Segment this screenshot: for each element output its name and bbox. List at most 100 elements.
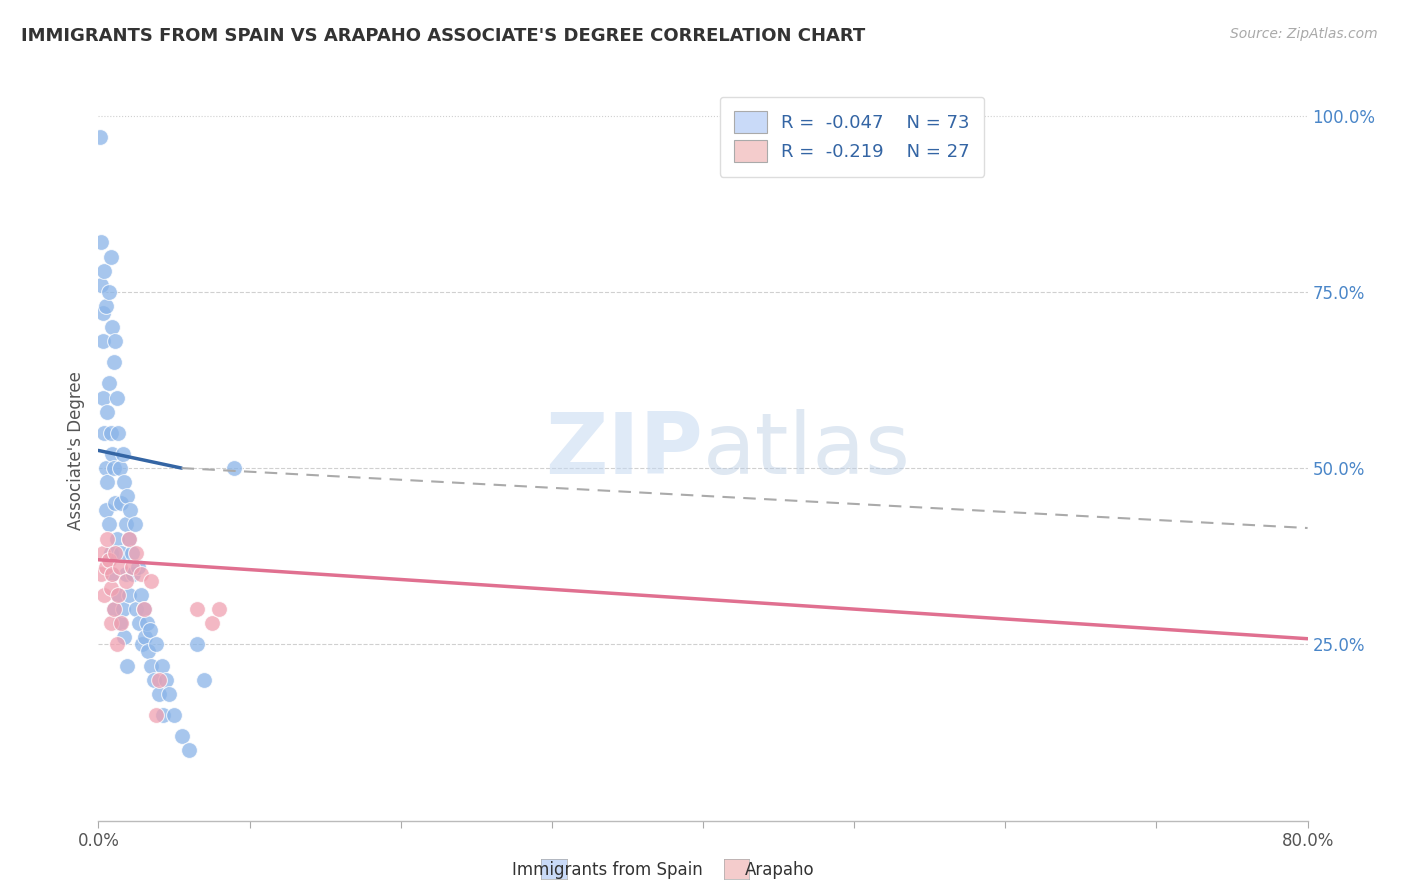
- Point: [93, 425, 115, 440]
- Point: [128, 616, 150, 631]
- Point: [108, 616, 131, 631]
- Point: [96, 475, 118, 490]
- Point: [108, 559, 131, 574]
- Point: [152, 707, 174, 722]
- Point: [90, 277, 112, 292]
- Point: [112, 630, 135, 644]
- Point: [208, 602, 231, 616]
- Point: [114, 566, 136, 581]
- Text: atlas: atlas: [703, 409, 911, 492]
- Point: [105, 532, 128, 546]
- Point: [94, 299, 117, 313]
- Point: [103, 355, 125, 369]
- Point: [100, 250, 122, 264]
- Point: [100, 616, 122, 631]
- Point: [121, 546, 143, 560]
- Point: [110, 496, 132, 510]
- Point: [101, 447, 124, 461]
- Point: [96, 405, 118, 419]
- Point: [101, 566, 124, 581]
- Point: [122, 566, 145, 581]
- Text: Arapaho: Arapaho: [745, 861, 815, 879]
- Point: [118, 532, 141, 546]
- Point: [108, 461, 131, 475]
- Point: [148, 673, 170, 687]
- Point: [90, 566, 112, 581]
- Point: [111, 447, 134, 461]
- Point: [201, 616, 224, 631]
- Point: [148, 687, 170, 701]
- Point: [107, 588, 129, 602]
- Point: [127, 559, 149, 574]
- Text: Source: ZipAtlas.com: Source: ZipAtlas.com: [1230, 27, 1378, 41]
- Point: [105, 391, 128, 405]
- Point: [101, 320, 124, 334]
- Y-axis label: Associate's Degree: Associate's Degree: [66, 371, 84, 530]
- Point: [131, 637, 153, 651]
- Point: [91, 391, 114, 405]
- Point: [90, 235, 112, 250]
- Point: [104, 334, 127, 348]
- Text: IMMIGRANTS FROM SPAIN VS ARAPAHO ASSOCIATE'S DEGREE CORRELATION CHART: IMMIGRANTS FROM SPAIN VS ARAPAHO ASSOCIA…: [21, 27, 865, 45]
- Point: [150, 658, 173, 673]
- Point: [100, 546, 122, 560]
- Point: [179, 743, 201, 757]
- Point: [141, 574, 163, 588]
- Point: [100, 581, 122, 595]
- Point: [136, 644, 159, 658]
- Point: [105, 637, 128, 651]
- Point: [98, 285, 121, 299]
- Point: [114, 574, 136, 588]
- Point: [91, 334, 114, 348]
- Point: [114, 517, 136, 532]
- Point: [115, 489, 138, 503]
- Point: [124, 517, 146, 532]
- Point: [94, 559, 117, 574]
- Point: [163, 707, 186, 722]
- Point: [98, 376, 121, 391]
- Point: [186, 602, 208, 616]
- Point: [98, 517, 121, 532]
- Point: [120, 503, 142, 517]
- Point: [112, 475, 135, 490]
- Point: [103, 461, 125, 475]
- Point: [94, 503, 117, 517]
- Text: ZIP: ZIP: [546, 409, 703, 492]
- Point: [139, 624, 162, 638]
- Point: [143, 673, 166, 687]
- Point: [101, 566, 124, 581]
- Point: [145, 637, 167, 651]
- Point: [91, 546, 114, 560]
- Point: [145, 707, 167, 722]
- Text: Immigrants from Spain: Immigrants from Spain: [512, 861, 703, 879]
- Point: [104, 496, 127, 510]
- Point: [107, 588, 129, 602]
- Point: [118, 588, 141, 602]
- Point: [100, 425, 122, 440]
- Point: [159, 687, 181, 701]
- Point: [96, 532, 118, 546]
- Point: [103, 602, 125, 616]
- Point: [129, 588, 152, 602]
- Point: [89, 129, 111, 144]
- Point: [91, 306, 114, 320]
- Point: [170, 729, 193, 743]
- Legend: R =  -0.047    N = 73, R =  -0.219    N = 27: R = -0.047 N = 73, R = -0.219 N = 27: [720, 96, 984, 177]
- Point: [110, 616, 132, 631]
- Point: [135, 616, 157, 631]
- Point: [94, 461, 117, 475]
- Point: [121, 559, 143, 574]
- Point: [186, 637, 208, 651]
- Point: [224, 461, 246, 475]
- Point: [193, 673, 215, 687]
- Point: [155, 673, 177, 687]
- Point: [104, 546, 127, 560]
- Point: [103, 602, 125, 616]
- Point: [129, 566, 152, 581]
- Point: [141, 658, 163, 673]
- Point: [110, 546, 132, 560]
- Point: [93, 263, 115, 277]
- Point: [107, 425, 129, 440]
- Point: [115, 658, 138, 673]
- Point: [132, 602, 155, 616]
